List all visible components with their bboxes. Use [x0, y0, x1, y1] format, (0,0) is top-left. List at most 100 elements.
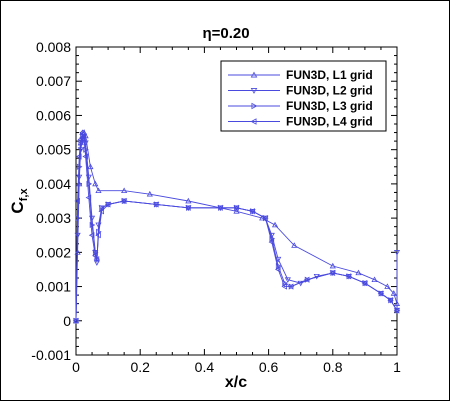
- data-point: [282, 280, 288, 287]
- data-point: [72, 317, 79, 324]
- data-point: [390, 290, 397, 296]
- data-point: [75, 153, 82, 160]
- data-point: [393, 250, 401, 256]
- data-point: [249, 208, 255, 215]
- data-point: [384, 283, 391, 289]
- series-layer: [72, 129, 401, 325]
- y-axis-title-group: Cf,x: [8, 188, 30, 214]
- x-tick-label: 0.2: [130, 359, 150, 375]
- data-point: [92, 180, 99, 187]
- data-point: [275, 262, 282, 270]
- legend-label: FUN3D, L3 grid: [286, 99, 373, 113]
- x-tick-label: 0: [72, 359, 80, 375]
- data-point: [275, 266, 281, 273]
- data-point: [185, 197, 192, 204]
- data-point: [271, 221, 279, 228]
- data-point: [87, 163, 94, 170]
- series-3: [73, 132, 401, 324]
- data-point: [92, 252, 98, 259]
- data-point: [146, 190, 153, 197]
- data-point: [74, 197, 80, 205]
- series-line: [75, 132, 398, 321]
- data-point: [89, 221, 96, 229]
- data-point: [233, 204, 239, 211]
- x-tick-label: 0.6: [259, 359, 279, 375]
- y-tick-label: 0.007: [36, 73, 71, 89]
- data-point: [233, 208, 240, 214]
- data-point: [329, 262, 336, 269]
- data-point: [93, 256, 100, 263]
- data-point: [355, 269, 362, 276]
- y-axis-title-subscript: f,x: [18, 188, 30, 202]
- data-point: [80, 136, 87, 143]
- svg-text:Cf,x: Cf,x: [8, 188, 30, 214]
- data-point: [83, 146, 89, 153]
- data-point: [104, 201, 111, 208]
- data-point: [393, 307, 400, 314]
- y-axis-title: C: [8, 201, 27, 213]
- y-tick-label: 0.002: [36, 244, 71, 260]
- data-point: [120, 197, 127, 205]
- legend-label: FUN3D, L2 grid: [286, 84, 373, 98]
- series-2: [72, 133, 401, 325]
- x-tick-label: 0.8: [323, 359, 343, 375]
- series-line: [75, 134, 398, 321]
- series-line: [75, 132, 398, 321]
- series-4: [72, 129, 400, 324]
- legend-marker: [250, 118, 257, 125]
- data-point: [185, 204, 191, 211]
- data-point: [287, 283, 294, 290]
- data-point: [121, 187, 128, 194]
- data-point: [217, 204, 223, 211]
- data-point: [99, 204, 105, 211]
- x-axis-title: x/c: [225, 374, 247, 391]
- data-point: [75, 215, 81, 222]
- legend-marker: [250, 88, 258, 94]
- chart-title: η=0.20: [202, 25, 249, 42]
- data-point: [77, 136, 84, 143]
- y-tick-label: 0.003: [36, 210, 71, 226]
- data-point: [371, 276, 378, 283]
- legend-label: FUN3D, L1 grid: [286, 68, 373, 82]
- data-point: [88, 232, 95, 239]
- y-tick-label: -0.001: [31, 347, 71, 363]
- data-point: [387, 297, 393, 304]
- legend-marker: [251, 102, 258, 110]
- data-point: [377, 290, 384, 297]
- data-point: [78, 139, 85, 146]
- legend-marker: [250, 71, 258, 78]
- y-tick-label: 0: [63, 313, 71, 329]
- data-point: [291, 242, 298, 248]
- data-point: [303, 276, 310, 283]
- data-point: [268, 238, 275, 246]
- y-tick-label: 0.006: [36, 107, 71, 123]
- axis-ticks: 0 0.2 0.4 0.6 0.8 1-0.00100.0010.0020.0030.00…: [31, 39, 401, 375]
- data-point: [95, 232, 101, 239]
- x-tick-label: 0.4: [195, 359, 215, 375]
- data-point: [329, 269, 336, 276]
- y-tick-label: 0.001: [36, 279, 71, 295]
- data-point: [361, 280, 368, 287]
- data-point: [262, 215, 268, 222]
- data-point: [92, 249, 99, 256]
- data-point: [153, 201, 159, 208]
- series-1: [72, 129, 401, 324]
- y-tick-label: 0.004: [36, 176, 71, 192]
- data-point: [345, 273, 352, 280]
- data-point: [269, 235, 276, 242]
- data-point: [85, 194, 92, 201]
- data-point: [79, 129, 85, 136]
- data-point: [98, 208, 104, 215]
- y-tick-label: 0.008: [36, 39, 71, 55]
- data-point: [86, 180, 93, 187]
- series-line: [75, 134, 398, 321]
- legend-label: FUN3D, L4 grid: [286, 115, 373, 129]
- data-point: [82, 153, 88, 160]
- data-point: [95, 187, 102, 194]
- x-tick-label: 1: [393, 359, 401, 375]
- data-point: [281, 283, 287, 290]
- data-point: [284, 277, 291, 283]
- y-tick-label: 0.005: [36, 142, 71, 158]
